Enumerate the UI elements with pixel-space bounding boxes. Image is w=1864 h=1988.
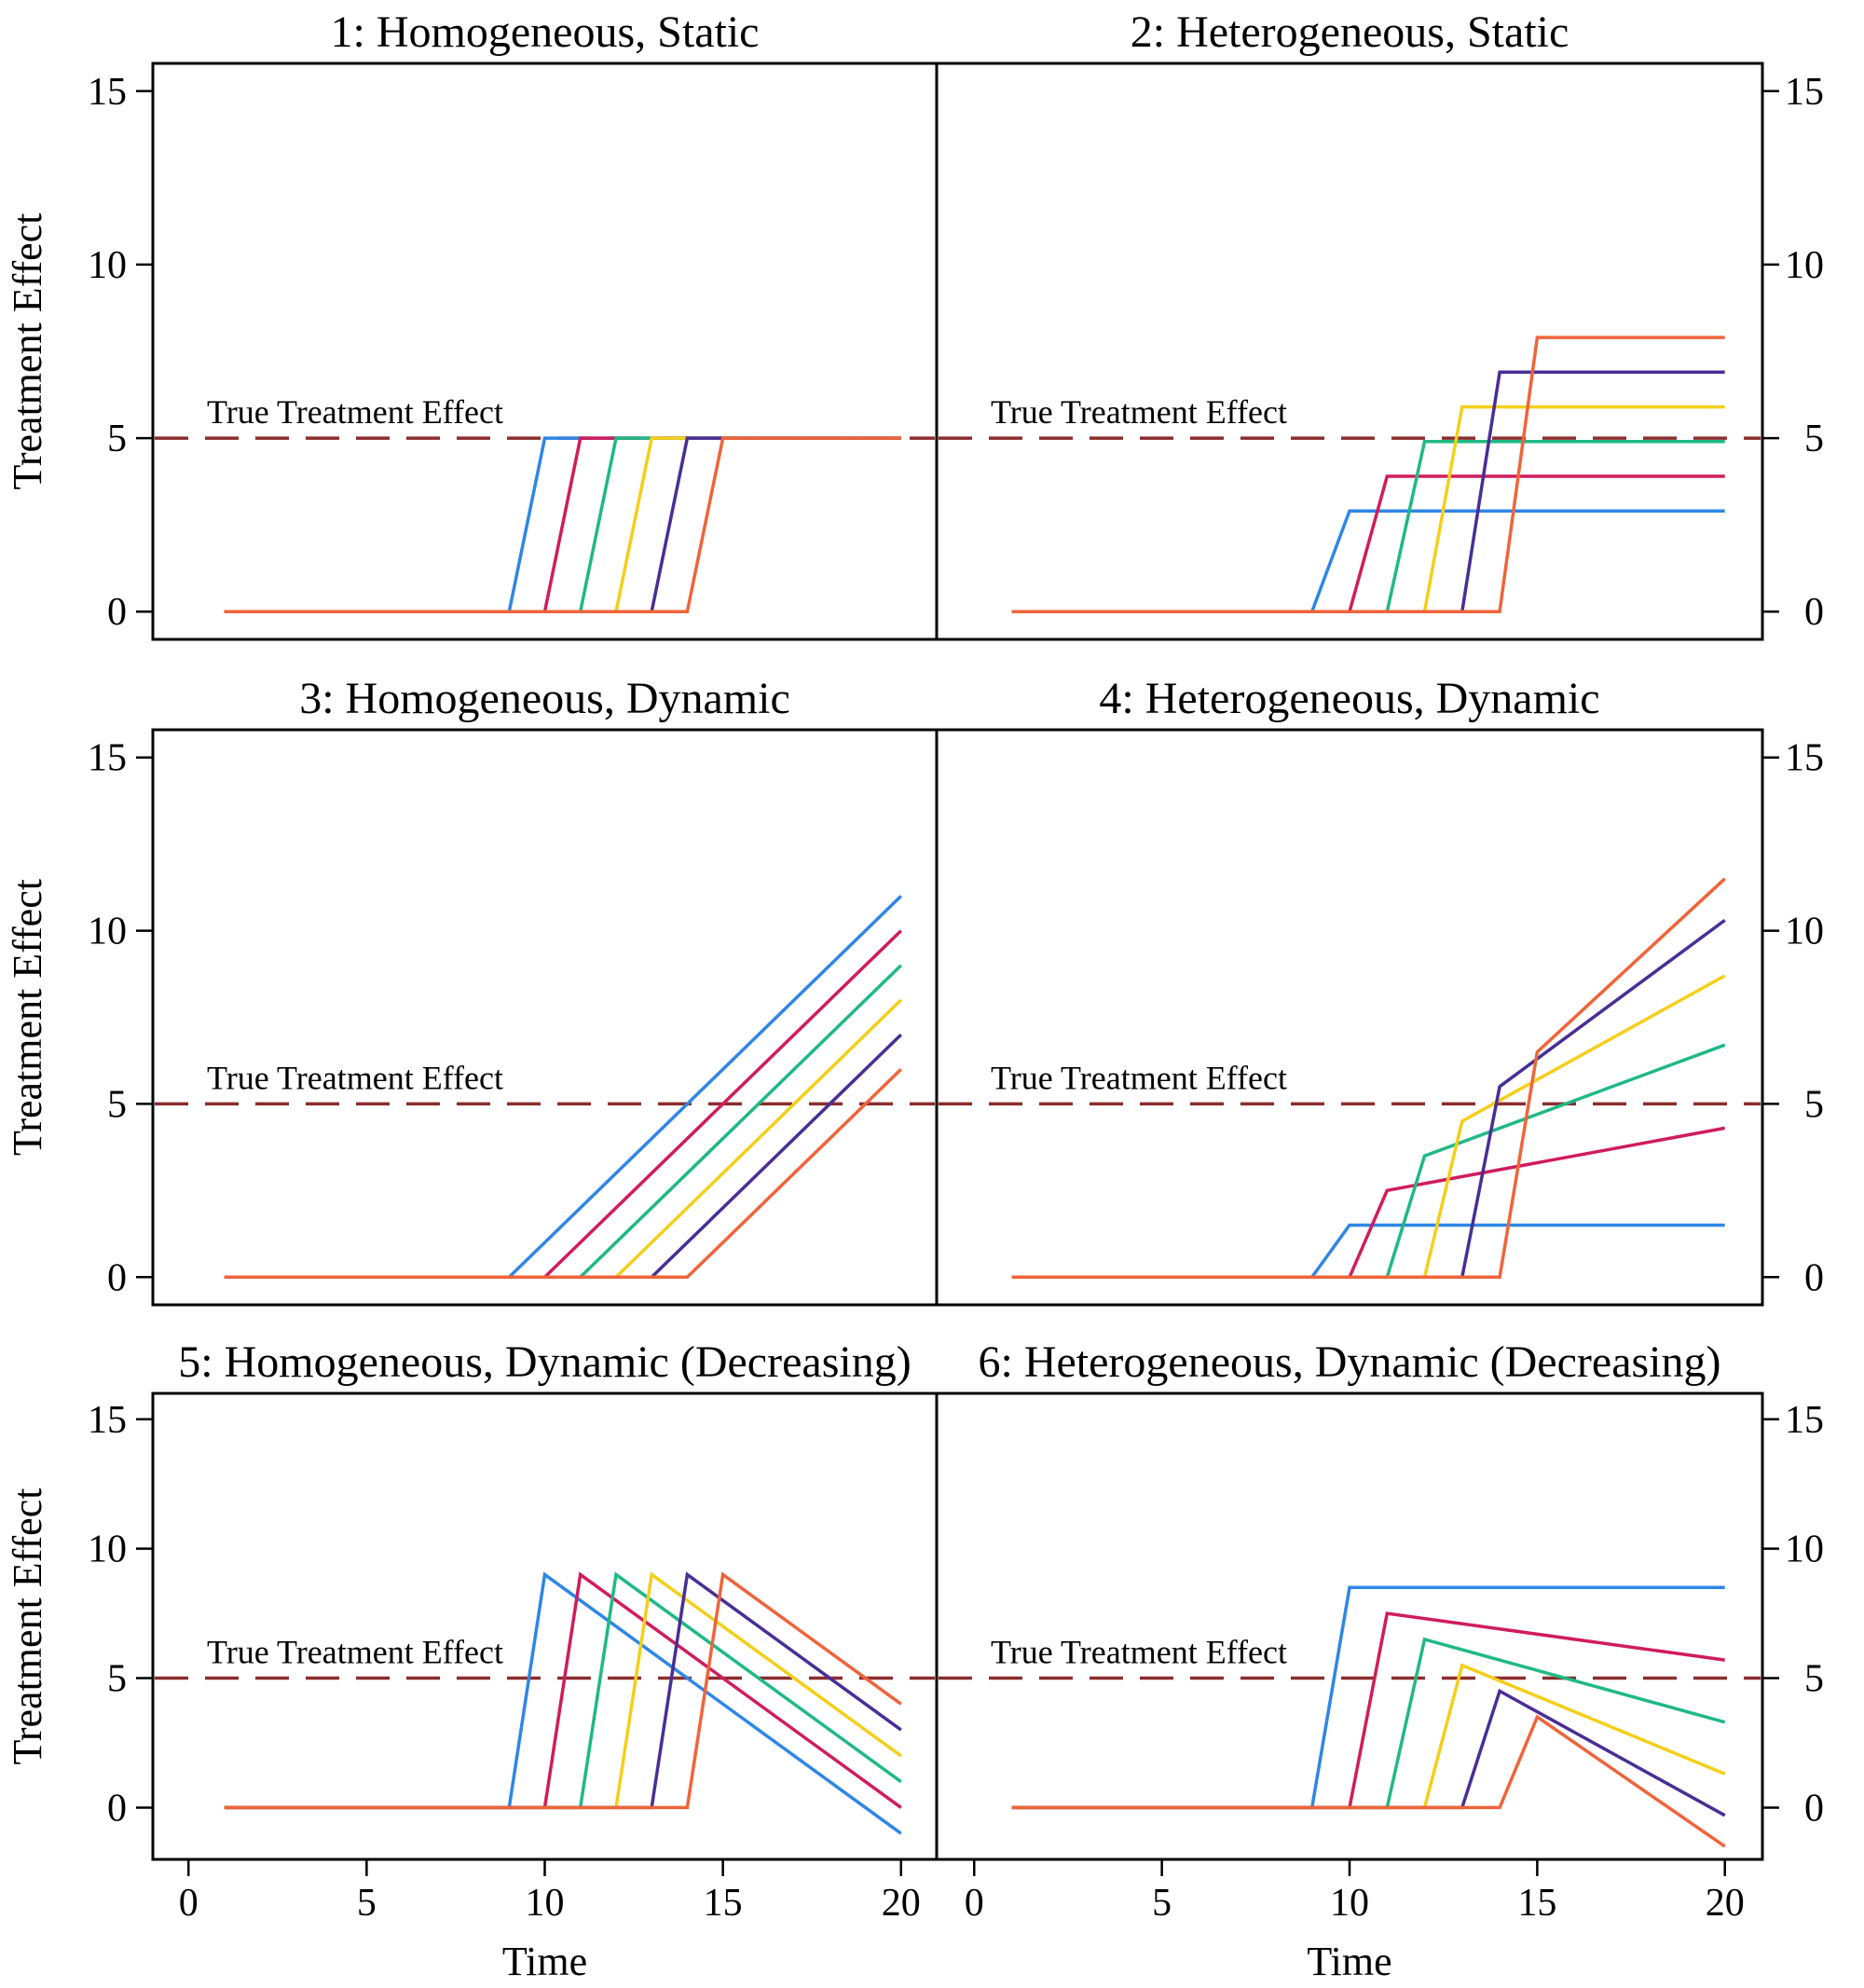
series-line-2 <box>1011 474 1725 613</box>
series-line-6 <box>1011 1714 1726 1848</box>
y-tick-label: 0 <box>1804 591 1824 634</box>
y-tick-label: 5 <box>1804 1658 1824 1701</box>
x-axis-title: Time <box>502 1939 587 1984</box>
series-line-6 <box>1011 877 1726 1280</box>
plot-frame <box>151 62 939 641</box>
x-tick-label: 20 <box>1706 1882 1745 1925</box>
x-tick-label: 10 <box>526 1882 565 1925</box>
panel-title: 5: Homogeneous, Dynamic (Decreasing) <box>178 1337 911 1387</box>
y-tick-label: 0 <box>1804 1787 1824 1830</box>
y-tick-label: 0 <box>1804 1256 1824 1299</box>
chart-panel-6: 6: Heterogeneous, Dynamic (Decreasing) 0 5… <box>935 1337 1824 1984</box>
reference-label: True Treatment Effect <box>207 1059 503 1096</box>
plot-frame <box>935 1392 1764 1861</box>
series-line-6 <box>1011 336 1725 613</box>
y-tick-label: 15 <box>1785 71 1824 114</box>
plot-frame <box>151 1392 939 1861</box>
panel-title: 3: Homogeneous, Dynamic <box>299 674 790 723</box>
y-tick-label: 15 <box>88 71 127 114</box>
x-tick-label: 10 <box>1330 1882 1369 1925</box>
reference-label: True Treatment Effect <box>207 393 503 431</box>
x-tick-label: 0 <box>965 1882 984 1925</box>
y-tick-label: 5 <box>107 1083 127 1126</box>
x-axis-title: Time <box>1307 1939 1391 1984</box>
y-axis-title: Treatment Effect <box>5 879 50 1156</box>
y-tick-label: 5 <box>107 1658 127 1701</box>
y-tick-label: 10 <box>1785 1529 1824 1571</box>
y-tick-label: 5 <box>1804 418 1824 460</box>
x-tick-label: 5 <box>357 1882 377 1925</box>
panel-title: 2: Heterogeneous, Static <box>1131 7 1569 57</box>
panel-title: 1: Homogeneous, Static <box>331 7 760 57</box>
series-line-2 <box>224 1571 902 1810</box>
series-line-1 <box>1011 509 1725 613</box>
y-tick-label: 0 <box>107 1256 127 1299</box>
series-line-6 <box>224 1571 902 1810</box>
x-tick-label: 15 <box>1517 1882 1556 1925</box>
chart-panel-2: 2: Heterogeneous, Static 0 5 10 15 True Treat… <box>935 7 1824 641</box>
reference-label: True Treatment Effect <box>991 1059 1287 1096</box>
series-line-4 <box>1011 1663 1726 1810</box>
x-tick-label: 15 <box>704 1882 743 1925</box>
y-tick-label: 15 <box>1785 1399 1824 1442</box>
x-tick-label: 20 <box>882 1882 921 1925</box>
chart-panel-1: 1: Homogeneous, Static 0 5 10 15 Treatment Ef… <box>5 7 939 641</box>
y-tick-label: 10 <box>88 1529 127 1571</box>
series-line-6 <box>224 436 901 613</box>
chart-panel-4: 4: Heterogeneous, Dynamic 0 5 10 15 True Trea… <box>935 674 1824 1307</box>
chart-panel-3: 3: Homogeneous, Dynamic 0 5 10 15 Treatment E… <box>5 674 939 1307</box>
y-tick-label: 15 <box>1785 737 1824 780</box>
reference-label: True Treatment Effect <box>991 393 1287 431</box>
y-tick-label: 15 <box>88 737 127 780</box>
series-line-4 <box>224 998 903 1280</box>
y-tick-label: 10 <box>88 911 127 953</box>
series-line-6 <box>224 1068 903 1280</box>
series-line-1 <box>224 1571 902 1835</box>
x-tick-label: 5 <box>1152 1882 1172 1925</box>
y-tick-label: 0 <box>107 1787 127 1830</box>
y-axis-title: Treatment Effect <box>5 1488 50 1765</box>
y-tick-label: 15 <box>88 1399 127 1442</box>
panel-title: 6: Heterogeneous, Dynamic (Decreasing) <box>978 1337 1720 1387</box>
series-line-3 <box>224 964 903 1280</box>
y-tick-label: 5 <box>1804 1083 1824 1126</box>
y-tick-label: 5 <box>107 418 127 460</box>
y-tick-label: 0 <box>107 591 127 634</box>
y-tick-label: 10 <box>1785 911 1824 953</box>
reference-label: True Treatment Effect <box>207 1634 503 1671</box>
series-line-2 <box>224 436 901 613</box>
y-axis-title: Treatment Effect <box>5 213 50 490</box>
panel-title: 4: Heterogeneous, Dynamic <box>1099 674 1599 723</box>
plot-frame <box>151 728 939 1307</box>
plot-frame <box>935 62 1764 641</box>
reference-label: True Treatment Effect <box>991 1634 1287 1671</box>
x-tick-label: 0 <box>179 1882 199 1925</box>
series-line-3 <box>1011 440 1725 613</box>
series-line-2 <box>1011 1126 1726 1280</box>
plot-frame <box>935 728 1764 1307</box>
chart-panel-5: 5: Homogeneous, Dynamic (Decreasing) 0 5 10… <box>5 1337 939 1984</box>
y-tick-label: 10 <box>88 244 127 287</box>
y-tick-label: 10 <box>1785 244 1824 287</box>
